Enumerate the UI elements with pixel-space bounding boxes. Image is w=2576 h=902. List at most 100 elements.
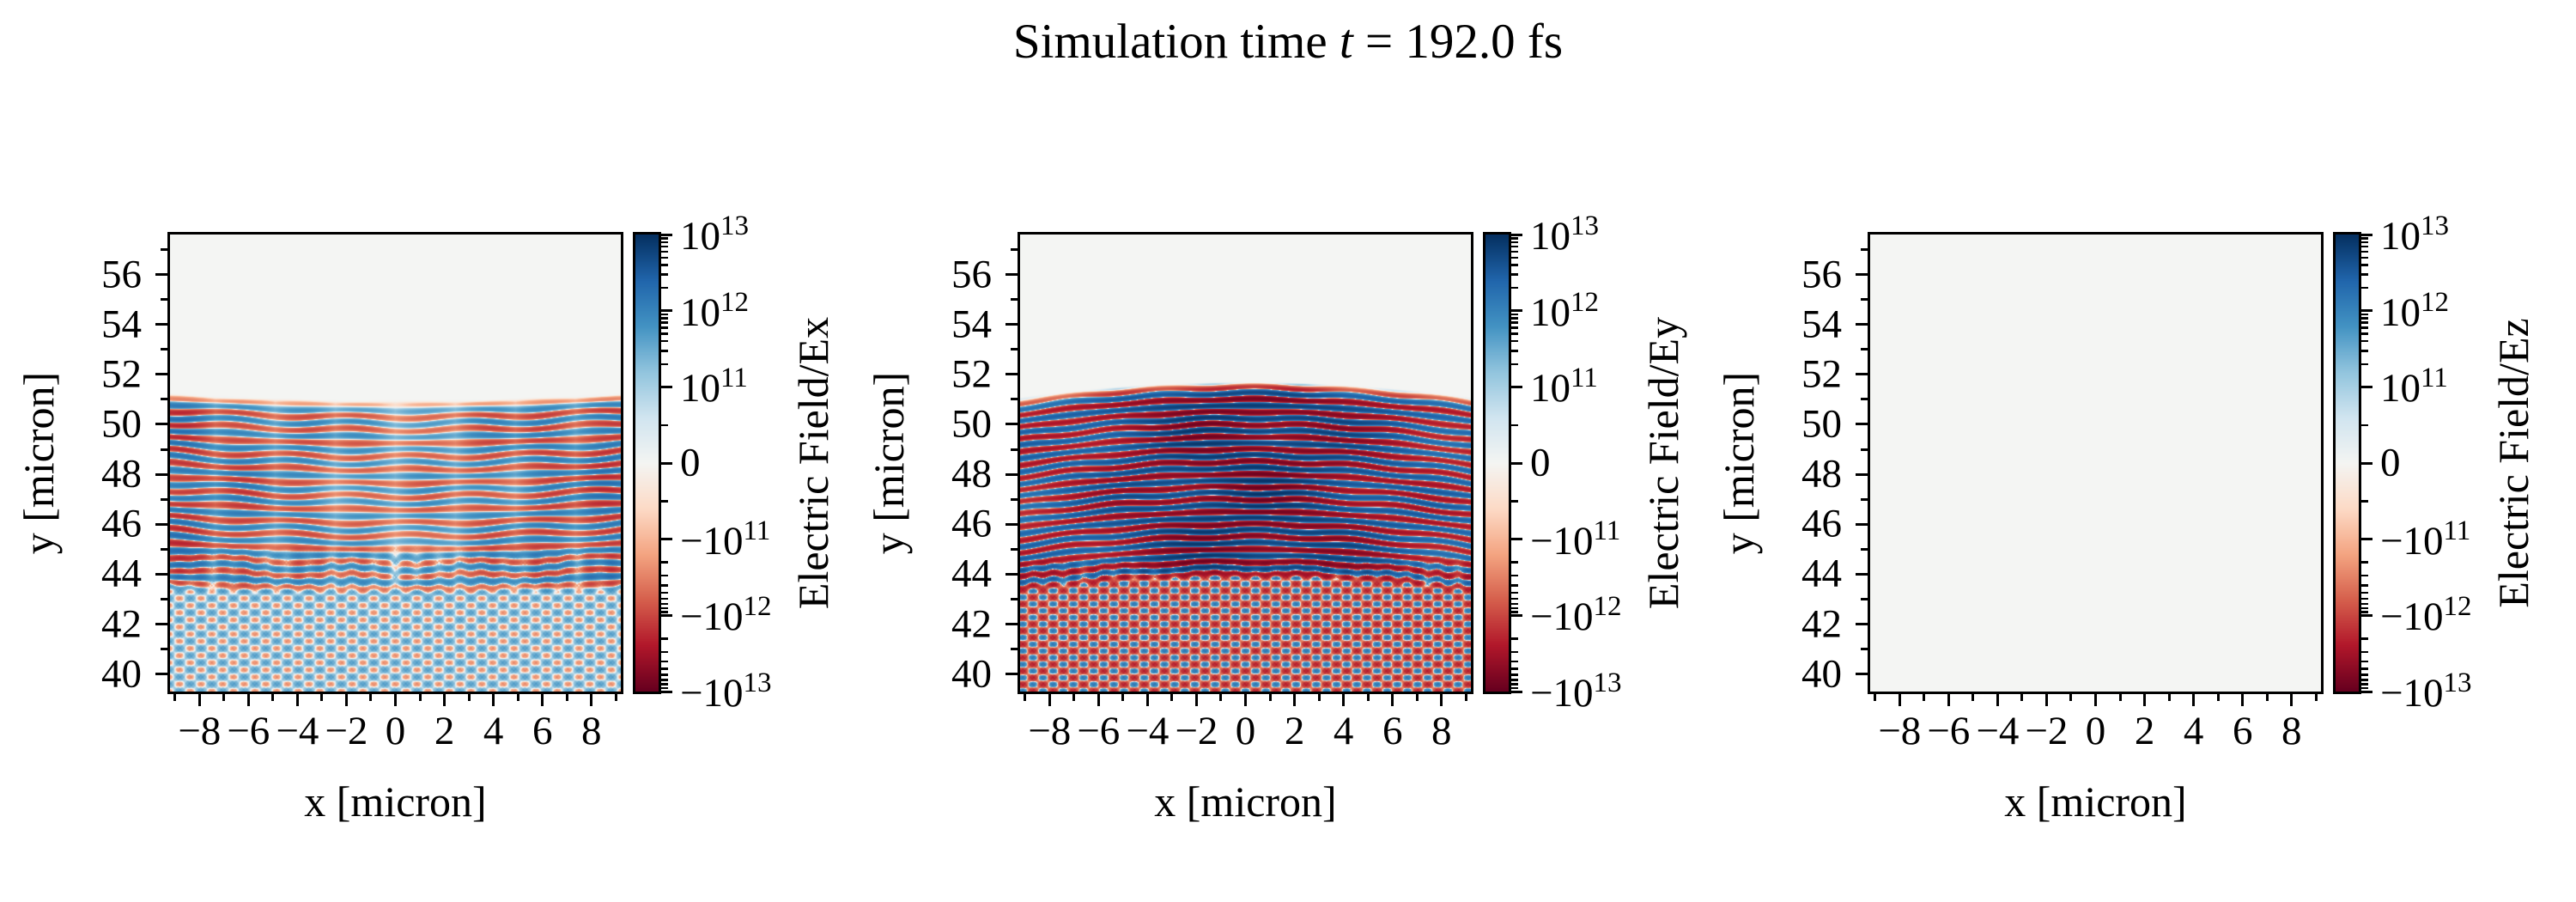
x-tick-label: −8 [1878,709,1922,753]
colorbar-minor-tick-mark [2361,250,2368,253]
colorbar-minor-tick-mark [2361,606,2368,610]
x-tick-mark [1342,694,1346,706]
y-axis-label: y [micron] [15,371,63,555]
colorbar-minor-tick-mark [1511,264,1518,266]
y-minor-tick-mark [161,398,167,401]
colorbar-minor-tick-mark [2361,683,2368,686]
colorbar-tick-mantissa: −10 [1530,518,1594,564]
y-tick-mark [1856,423,1868,426]
colorbar-gradient [1485,235,1509,692]
x-minor-tick-mark [271,694,275,701]
colorbar-tick-label: 1013 [2380,212,2449,257]
colorbar-minor-tick-mark [661,679,668,681]
plot-area-ey [1018,232,1473,694]
x-minor-tick-mark [2167,694,2171,701]
colorbar-minor-tick-mark [661,561,668,564]
colorbar-tick-label: −1011 [2380,515,2471,564]
colorbar-tick-mantissa: −10 [680,594,744,640]
colorbar-tick-label: 1011 [680,364,748,410]
colorbar-minor-tick-mark [2361,650,2368,654]
y-tick-mark [155,273,167,276]
y-tick-label: 54 [1801,302,1842,347]
colorbar-minor-tick-mark [661,317,668,320]
colorbar-minor-tick-mark [661,500,668,503]
plot-area-ex [167,232,623,694]
colorbar-tick-label: 0 [1530,442,1551,484]
x-minor-tick-mark [2314,694,2318,701]
colorbar-minor-tick-mark [2361,350,2368,352]
y-minor-tick-mark [1861,348,1868,351]
colorbar-tick-exponent: 13 [1593,667,1622,699]
colorbar-axis-label: Electric Field/Ex [789,316,837,610]
y-tick-label: 50 [1801,401,1842,447]
y-axis-label: y [micron] [865,371,913,555]
colorbar-minor-tick-mark [1511,637,1518,640]
colorbar-minor-tick-mark [2361,237,2368,240]
x-tick-mark [1244,694,1247,706]
colorbar-tick-exponent: 13 [743,667,772,699]
x-minor-tick-mark [1971,694,1975,701]
x-minor-tick-mark [1219,694,1223,701]
colorbar-tick-label: −1012 [1530,593,1622,638]
x-minor-tick-mark [320,694,324,701]
colorbar-minor-tick-mark [1511,660,1518,663]
y-minor-tick-mark [1011,497,1018,501]
colorbar-minor-tick-mark [1511,313,1518,316]
colorbar-tick-label: −1011 [1530,515,1621,564]
colorbar-tick-mark [2361,309,2372,313]
y-tick-label: 48 [1801,451,1842,497]
colorbar-tick-exponent: 11 [1593,515,1621,546]
colorbar-minor-tick-mark [1511,332,1518,335]
colorbar-tick-mantissa: −10 [2380,518,2444,564]
y-tick-mark [1856,323,1868,326]
colorbar-minor-tick-mark [2361,591,2368,594]
y-tick-label: 50 [951,401,992,447]
x-minor-tick-mark [1121,694,1125,701]
y-minor-tick-mark [161,348,167,351]
y-minor-tick-mark [1011,298,1018,302]
x-minor-tick-mark [516,694,519,701]
x-tick-label: 0 [2085,709,2106,753]
colorbar-tick-mark [2361,690,2372,693]
y-minor-tick-mark [161,448,167,451]
x-minor-tick-mark [1170,694,1174,701]
x-minor-tick-mark [1024,694,1027,701]
colorbar-tick-mark [661,309,672,313]
colorbar-minor-tick-mark [1511,597,1518,600]
x-tick-label: −8 [1028,709,1072,753]
x-tick-mark [1391,694,1394,706]
colorbar-minor-tick-mark [2361,264,2368,266]
heatmap-canvas-ex [170,235,621,692]
colorbar-tick-label: −1011 [680,516,770,562]
x-tick-mark [197,694,201,706]
colorbar-minor-tick-mark [661,241,668,244]
y-minor-tick-mark [161,497,167,501]
x-tick-mark [394,694,397,706]
colorbar-minor-tick-mark [2361,660,2368,663]
y-tick-mark [155,623,167,625]
y-minor-tick-mark [1861,298,1868,302]
colorbar-minor-tick-mark [1511,241,1518,244]
x-minor-tick-mark [1072,694,1076,701]
y-tick-label: 52 [1801,351,1842,397]
colorbar-tick-mark [1511,690,1522,693]
x-tick-label: 2 [2134,709,2155,753]
heatmap-canvas-ey [1020,235,1471,692]
colorbar-tick-mantissa: −10 [2380,594,2444,640]
y-tick-mark [155,423,167,426]
x-minor-tick-mark [1874,694,1877,701]
y-tick-mark [155,373,167,376]
y-minor-tick-mark [1861,247,1868,251]
x-tick-mark [1293,694,1297,706]
colorbar-tick-exponent: 11 [2443,515,2471,546]
x-minor-tick-mark [2216,694,2220,701]
x-tick-label: 6 [1382,709,1403,753]
x-tick-label: 0 [1235,709,1256,753]
colorbar-tick-label: 1011 [2380,364,2448,410]
x-tick-mark [2044,694,2048,706]
colorbar-minor-tick-mark [661,584,668,587]
x-tick-label: −2 [325,709,368,753]
colorbar-minor-tick-mark [661,611,668,613]
figure-title-suffix: = 192.0 fs [1352,15,1564,69]
x-minor-tick-mark [2265,694,2269,701]
